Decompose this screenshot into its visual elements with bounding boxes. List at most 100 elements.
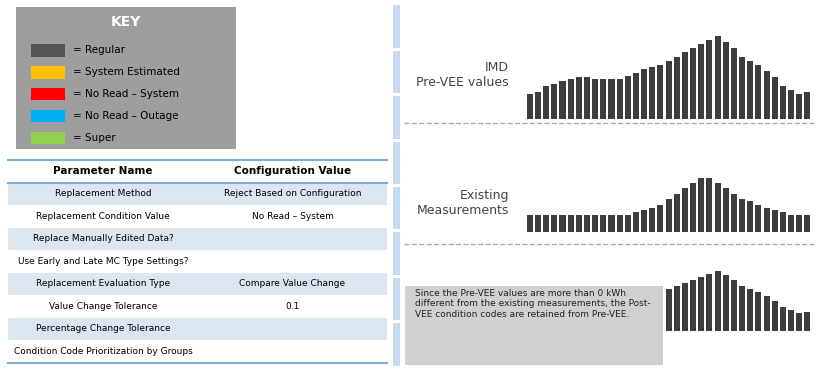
Bar bbox=[666, 289, 672, 331]
Bar bbox=[739, 56, 745, 119]
Bar bbox=[576, 301, 582, 331]
Bar bbox=[527, 313, 533, 331]
Bar bbox=[771, 77, 778, 119]
Bar bbox=[714, 36, 721, 119]
Bar bbox=[608, 79, 615, 119]
Bar bbox=[633, 73, 639, 119]
Bar bbox=[771, 210, 778, 232]
Bar bbox=[682, 188, 688, 232]
Text: Replacement Condition Value: Replacement Condition Value bbox=[36, 212, 170, 221]
FancyBboxPatch shape bbox=[31, 132, 65, 144]
Bar bbox=[649, 294, 655, 331]
Bar bbox=[658, 65, 663, 119]
Bar bbox=[731, 280, 737, 331]
Bar bbox=[527, 94, 533, 119]
Bar bbox=[780, 212, 786, 232]
Bar bbox=[780, 307, 786, 331]
Bar bbox=[568, 79, 574, 119]
Bar bbox=[804, 215, 811, 232]
Bar bbox=[723, 42, 728, 119]
Bar bbox=[592, 215, 598, 232]
Bar bbox=[535, 215, 541, 232]
Bar bbox=[568, 302, 574, 331]
Bar bbox=[780, 86, 786, 119]
Bar bbox=[543, 86, 549, 119]
Bar bbox=[739, 286, 745, 331]
Bar bbox=[551, 84, 557, 119]
Bar bbox=[658, 292, 663, 331]
Bar bbox=[649, 208, 655, 232]
Bar bbox=[804, 312, 811, 331]
Bar bbox=[788, 90, 794, 119]
Bar bbox=[658, 204, 663, 232]
Bar bbox=[804, 92, 811, 119]
Bar bbox=[543, 307, 549, 331]
Text: Replacement Evaluation Type: Replacement Evaluation Type bbox=[36, 279, 170, 288]
Text: = No Read – System: = No Read – System bbox=[73, 89, 179, 99]
FancyBboxPatch shape bbox=[8, 228, 387, 250]
Bar bbox=[690, 183, 696, 232]
Bar bbox=[706, 274, 713, 331]
Text: Condition Code Prioritization by Groups: Condition Code Prioritization by Groups bbox=[14, 347, 192, 356]
Bar bbox=[788, 310, 794, 331]
Bar bbox=[559, 82, 565, 119]
FancyBboxPatch shape bbox=[16, 7, 236, 149]
Text: Value Change Tolerance: Value Change Tolerance bbox=[49, 302, 157, 311]
Text: = System Estimated: = System Estimated bbox=[73, 67, 180, 77]
Text: IMD
Post-VEE values: IMD Post-VEE values bbox=[414, 286, 512, 313]
Bar bbox=[756, 65, 761, 119]
Bar bbox=[527, 215, 533, 232]
Bar bbox=[584, 301, 590, 331]
Bar bbox=[584, 77, 590, 119]
Bar bbox=[600, 79, 606, 119]
Bar bbox=[633, 298, 639, 331]
Bar bbox=[625, 300, 631, 331]
Bar bbox=[788, 215, 794, 232]
Bar bbox=[649, 67, 655, 119]
Bar bbox=[584, 215, 590, 232]
Bar bbox=[616, 215, 623, 232]
Bar bbox=[625, 215, 631, 232]
Bar bbox=[747, 289, 753, 331]
FancyBboxPatch shape bbox=[31, 45, 65, 57]
Bar bbox=[747, 201, 753, 232]
Bar bbox=[714, 183, 721, 232]
Bar bbox=[796, 313, 803, 331]
FancyBboxPatch shape bbox=[8, 250, 387, 273]
Bar bbox=[796, 94, 803, 119]
Bar bbox=[600, 302, 606, 331]
Bar bbox=[576, 215, 582, 232]
Text: No Read – System: No Read – System bbox=[251, 212, 334, 221]
Text: 0.1: 0.1 bbox=[285, 302, 300, 311]
Bar bbox=[568, 215, 574, 232]
Text: Existing
Measurements: Existing Measurements bbox=[416, 189, 509, 217]
Bar bbox=[698, 44, 705, 119]
Bar bbox=[764, 296, 770, 331]
Bar bbox=[690, 48, 696, 119]
Bar bbox=[551, 215, 557, 232]
Bar bbox=[674, 194, 680, 232]
Text: Use Early and Late MC Type Settings?: Use Early and Late MC Type Settings? bbox=[18, 257, 188, 266]
Bar bbox=[714, 271, 721, 331]
Bar bbox=[600, 215, 606, 232]
Bar bbox=[674, 56, 680, 119]
Bar bbox=[641, 210, 647, 232]
Bar bbox=[682, 52, 688, 119]
FancyBboxPatch shape bbox=[31, 66, 65, 79]
Text: Since the Pre-VEE values are more than 0 kWh
different from the existing measure: Since the Pre-VEE values are more than 0… bbox=[414, 289, 650, 319]
Bar bbox=[616, 302, 623, 331]
Text: Parameter Name: Parameter Name bbox=[54, 166, 152, 176]
Bar bbox=[747, 61, 753, 119]
Bar bbox=[535, 312, 541, 331]
Bar bbox=[706, 178, 713, 232]
Bar bbox=[706, 40, 713, 119]
Bar bbox=[608, 215, 615, 232]
FancyBboxPatch shape bbox=[31, 110, 65, 122]
Bar bbox=[771, 301, 778, 331]
Bar bbox=[608, 302, 615, 331]
Bar bbox=[559, 304, 565, 331]
Text: = Super: = Super bbox=[73, 132, 115, 142]
Bar bbox=[698, 178, 705, 232]
Bar bbox=[633, 212, 639, 232]
FancyBboxPatch shape bbox=[8, 318, 387, 340]
